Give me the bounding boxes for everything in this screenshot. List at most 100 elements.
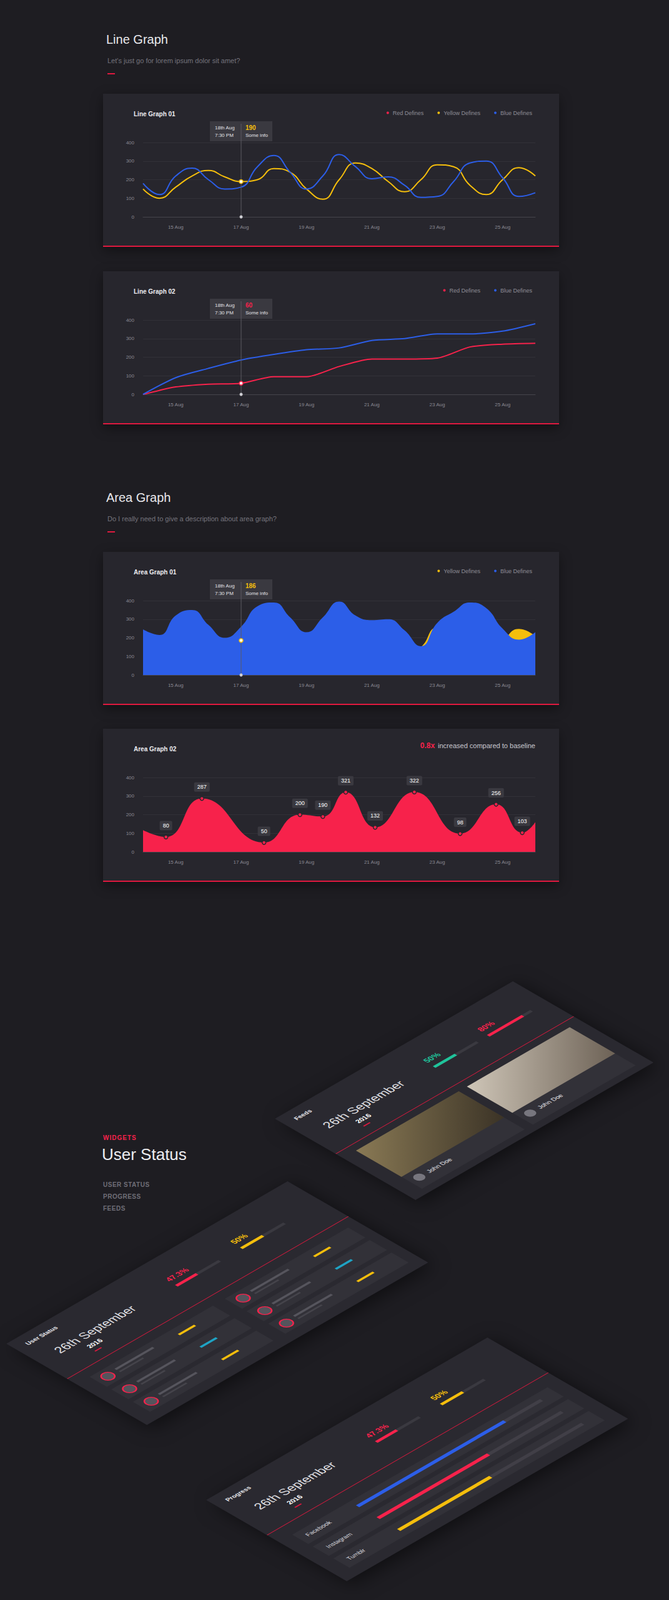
svg-text:Area Graph 01: Area Graph 01 <box>133 568 177 576</box>
svg-text:23 Aug: 23 Aug <box>429 401 446 408</box>
svg-text:100: 100 <box>126 830 135 836</box>
html-text:John Doe: John Doe <box>535 1092 565 1110</box>
svg-text:287: 287 <box>197 783 207 790</box>
svg-text:7:30 PM: 7:30 PM <box>214 132 234 139</box>
svg-text:21 Aug: 21 Aug <box>364 224 380 230</box>
svg-text:0: 0 <box>131 672 135 678</box>
svg-text:200: 200 <box>126 176 135 183</box>
svg-text:23 Aug: 23 Aug <box>429 224 446 230</box>
html-text:50%: 50% <box>427 1387 451 1401</box>
html-text:Progress: Progress <box>223 1484 253 1502</box>
svg-text:300: 300 <box>126 335 135 342</box>
html-text:User Status: User Status <box>101 1144 187 1164</box>
svg-text:190: 190 <box>317 801 328 808</box>
svg-text:Area Graph 02: Area Graph 02 <box>133 745 177 753</box>
svg-text:Blue Defines: Blue Defines <box>500 287 533 294</box>
svg-text:21 Aug: 21 Aug <box>364 401 380 408</box>
svg-text:Some info: Some info <box>245 590 269 596</box>
html-text:26th September: 26th September <box>319 1078 409 1130</box>
svg-text:15 Aug: 15 Aug <box>168 401 184 408</box>
html-text:47.3%: 47.3% <box>362 1422 392 1439</box>
svg-text:200: 200 <box>295 799 305 806</box>
html-text:Facebook: Facebook <box>303 1519 334 1537</box>
html-text:Instagram: Instagram <box>324 1530 355 1549</box>
svg-text:200: 200 <box>126 354 135 360</box>
svg-text:0: 0 <box>131 391 135 398</box>
html-text:26th September: 26th September <box>250 1459 340 1511</box>
html-text:50%: 50% <box>420 1050 444 1064</box>
svg-text:23 Aug: 23 Aug <box>429 858 446 865</box>
html-text:47.3%: 47.3% <box>163 1265 192 1283</box>
svg-text:200: 200 <box>126 634 135 641</box>
svg-text:60: 60 <box>245 301 253 309</box>
svg-text:Yellow Defines: Yellow Defines <box>443 567 481 575</box>
svg-text:19 Aug: 19 Aug <box>298 682 315 688</box>
svg-text:17 Aug: 17 Aug <box>233 224 250 230</box>
svg-text:25 Aug: 25 Aug <box>494 224 511 230</box>
svg-text:21 Aug: 21 Aug <box>364 682 380 688</box>
svg-text:23 Aug: 23 Aug <box>429 682 446 688</box>
svg-text:Blue Defines: Blue Defines <box>500 109 533 117</box>
svg-text:300: 300 <box>126 158 135 164</box>
svg-text:200: 200 <box>126 811 135 818</box>
html-text:50%: 50% <box>228 1231 251 1245</box>
html-text:26th September: 26th September <box>50 1302 140 1355</box>
svg-text:98: 98 <box>457 818 464 826</box>
svg-text:Line Graph 01: Line Graph 01 <box>133 110 176 118</box>
svg-text:50: 50 <box>261 827 268 834</box>
html-text:80%: 80% <box>474 1019 498 1033</box>
svg-text:25 Aug: 25 Aug <box>494 682 511 688</box>
html-text:Area Graph: Area Graph <box>106 490 171 505</box>
svg-text:Blue Defines: Blue Defines <box>500 567 533 575</box>
html-text:John Doe: John Doe <box>424 1156 454 1174</box>
svg-text:19 Aug: 19 Aug <box>298 401 315 408</box>
svg-text:17 Aug: 17 Aug <box>233 682 250 688</box>
svg-text:100: 100 <box>126 195 135 202</box>
svg-text:322: 322 <box>409 777 420 784</box>
svg-text:17 Aug: 17 Aug <box>233 858 250 865</box>
svg-text:Red Defines: Red Defines <box>392 109 425 117</box>
svg-text:Red Defines: Red Defines <box>449 287 481 294</box>
svg-text:18th Aug: 18th Aug <box>214 302 235 308</box>
html-text:User Status: User Status <box>23 1324 60 1346</box>
html-text:Feeds: Feeds <box>292 1107 314 1121</box>
svg-text:25 Aug: 25 Aug <box>494 401 511 408</box>
svg-text:132: 132 <box>370 812 380 819</box>
svg-text:300: 300 <box>126 615 135 622</box>
svg-text:321: 321 <box>341 777 351 784</box>
svg-text:18th Aug: 18th Aug <box>214 124 235 131</box>
svg-text:Some info: Some info <box>245 309 269 316</box>
svg-text:15 Aug: 15 Aug <box>168 682 184 688</box>
svg-text:100: 100 <box>126 372 135 379</box>
svg-text:18th Aug: 18th Aug <box>214 582 235 589</box>
svg-text:7:30 PM: 7:30 PM <box>214 590 234 596</box>
svg-text:400: 400 <box>126 139 135 146</box>
html-text:2016: 2016 <box>84 1336 105 1349</box>
svg-text:Some info: Some info <box>245 132 269 139</box>
svg-text:Yellow Defines: Yellow Defines <box>443 109 481 117</box>
svg-text:400: 400 <box>126 774 135 781</box>
svg-text:25 Aug: 25 Aug <box>494 858 511 865</box>
svg-text:186: 186 <box>245 582 257 590</box>
svg-text:400: 400 <box>126 317 135 323</box>
svg-text:0: 0 <box>131 214 135 220</box>
svg-text:19 Aug: 19 Aug <box>298 858 315 865</box>
svg-text:21 Aug: 21 Aug <box>364 858 380 865</box>
svg-text:400: 400 <box>126 597 135 604</box>
svg-text:15 Aug: 15 Aug <box>168 858 184 865</box>
svg-text:190: 190 <box>245 124 257 132</box>
svg-text:Line Graph 02: Line Graph 02 <box>133 287 176 295</box>
svg-text:15 Aug: 15 Aug <box>168 224 184 230</box>
svg-text:100: 100 <box>126 653 135 660</box>
svg-text:300: 300 <box>126 792 135 799</box>
svg-text:7:30 PM: 7:30 PM <box>214 309 234 316</box>
html-text:2016: 2016 <box>353 1112 374 1124</box>
html-text:Tumblr: Tumblr <box>344 1547 368 1561</box>
html-text:Line Graph: Line Graph <box>106 32 169 47</box>
svg-text:80: 80 <box>163 822 170 829</box>
svg-text:0: 0 <box>131 848 135 855</box>
svg-text:103: 103 <box>517 817 528 824</box>
svg-text:256: 256 <box>491 789 501 796</box>
svg-text:19 Aug: 19 Aug <box>298 224 315 230</box>
svg-text:17 Aug: 17 Aug <box>233 401 250 408</box>
